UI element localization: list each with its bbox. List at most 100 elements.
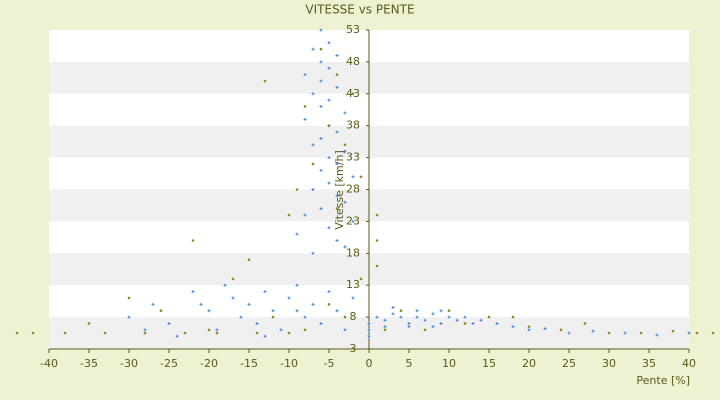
point (343, 200, 347, 204)
point (447, 309, 451, 313)
x-tick-label: 15 (482, 357, 496, 370)
point (263, 290, 267, 294)
y-tick-label: 48 (346, 55, 360, 68)
point (215, 331, 219, 335)
point (127, 296, 131, 300)
point (351, 175, 355, 179)
y-axis-title: Vitesse [km/h] (333, 150, 346, 230)
point (327, 290, 331, 294)
point (311, 188, 315, 191)
point (15, 331, 19, 335)
point (343, 245, 347, 249)
x-tick-label: -5 (324, 357, 335, 370)
point (303, 73, 307, 77)
point (511, 315, 515, 319)
point (415, 315, 419, 319)
point (183, 331, 187, 335)
point (711, 331, 715, 335)
x-tick-label: 30 (602, 357, 616, 370)
point (471, 321, 475, 325)
point (431, 312, 435, 316)
point (31, 331, 35, 335)
point (335, 73, 339, 76)
point (319, 60, 323, 64)
point (391, 306, 395, 310)
point (639, 331, 643, 335)
point (303, 105, 307, 108)
point (319, 321, 323, 325)
point (303, 328, 307, 332)
y-tick-label: 8 (350, 310, 357, 323)
point (583, 322, 587, 325)
point (271, 315, 275, 319)
point (359, 175, 363, 179)
point (335, 309, 339, 313)
point (495, 321, 499, 325)
y-tick-label: 23 (346, 214, 360, 227)
point (295, 283, 299, 287)
point (327, 181, 331, 185)
x-tick-label: 10 (442, 357, 456, 370)
point (399, 315, 403, 319)
point (655, 333, 659, 337)
point (527, 325, 531, 328)
point (303, 315, 307, 319)
point (559, 328, 563, 332)
point (335, 54, 339, 58)
point (319, 79, 323, 83)
y-tick-label: 28 (346, 183, 360, 196)
point (671, 329, 675, 333)
x-tick-label: 25 (562, 357, 576, 370)
point (239, 315, 243, 319)
point (255, 321, 259, 325)
y-tick-label: 53 (346, 23, 360, 36)
y-tick-label: 38 (346, 119, 360, 132)
point (359, 277, 363, 281)
point (303, 117, 307, 121)
y-tick-label: 33 (346, 151, 360, 164)
point (175, 334, 179, 338)
x-tick-label: -15 (240, 357, 258, 370)
point (295, 309, 299, 313)
point (63, 331, 67, 335)
point (455, 318, 459, 322)
point (143, 328, 147, 332)
point (383, 328, 387, 332)
point (375, 239, 379, 242)
point (463, 322, 467, 325)
point (167, 321, 171, 325)
point (231, 277, 235, 281)
point (415, 309, 419, 313)
point (479, 318, 483, 322)
point (295, 188, 299, 191)
x-tick-label: -25 (160, 357, 178, 370)
point (335, 207, 339, 210)
point (263, 334, 267, 338)
point (543, 327, 547, 331)
point (343, 143, 347, 147)
point (303, 213, 307, 217)
point (199, 302, 203, 306)
point (367, 328, 371, 332)
point (327, 41, 331, 45)
point (207, 328, 211, 332)
point (311, 92, 315, 96)
point (319, 168, 323, 172)
point (463, 315, 467, 319)
point (127, 315, 131, 319)
point (159, 309, 163, 313)
point (327, 226, 331, 230)
point (231, 296, 235, 300)
point (375, 213, 379, 217)
point (143, 331, 147, 335)
point (511, 325, 515, 329)
point (335, 194, 339, 198)
y-tick-label: 3 (350, 342, 357, 355)
point (319, 136, 323, 140)
point (327, 98, 331, 102)
point (87, 322, 91, 325)
point (311, 251, 315, 255)
x-tick-label: -35 (80, 357, 98, 370)
point (567, 331, 571, 335)
